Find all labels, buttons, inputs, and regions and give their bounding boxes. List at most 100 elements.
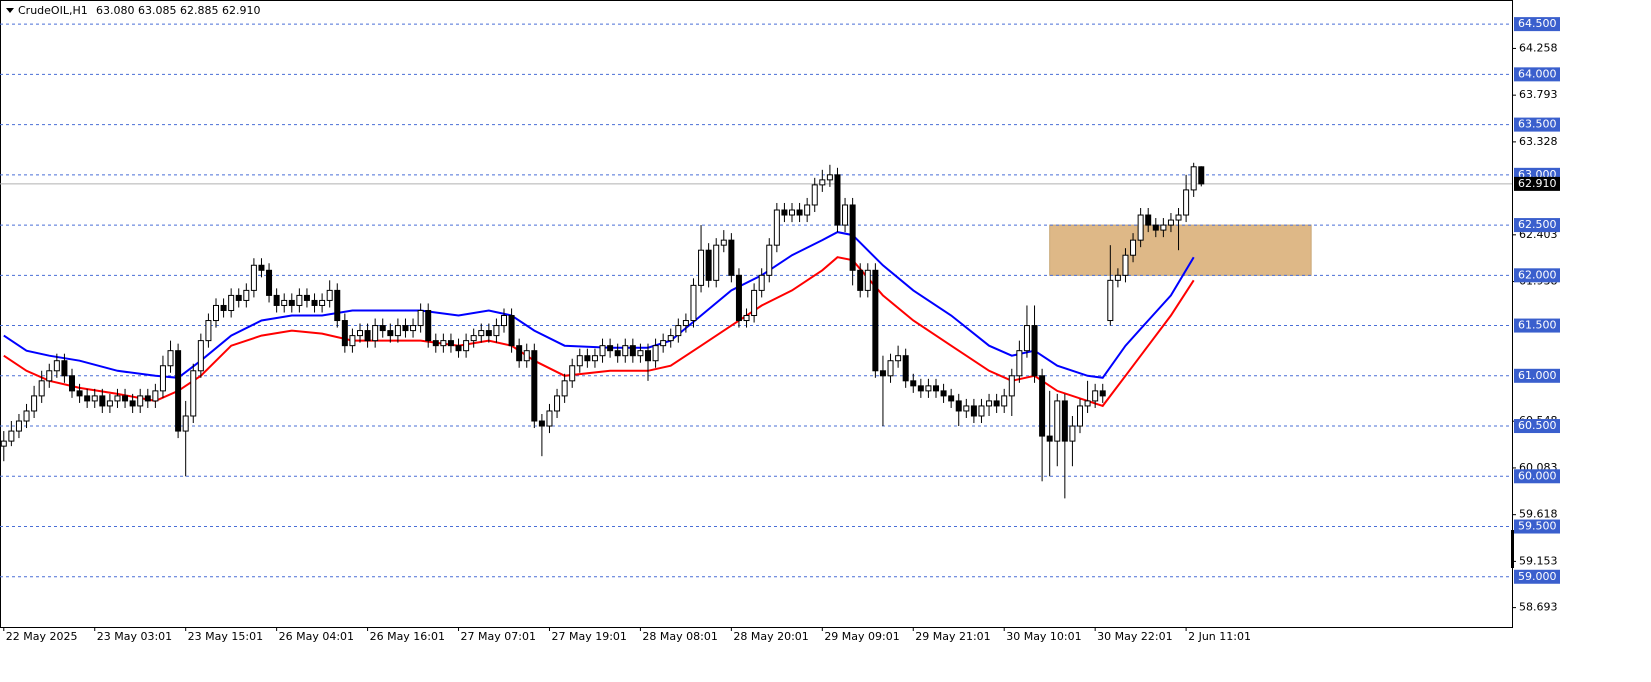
candle-body bbox=[61, 360, 68, 377]
candle-body bbox=[15, 420, 22, 432]
candle-body bbox=[334, 289, 341, 322]
candle-body bbox=[1031, 325, 1038, 377]
candle-body bbox=[8, 430, 15, 442]
candle-body bbox=[152, 390, 159, 402]
x-tick-label: 22 May 2025 bbox=[6, 630, 78, 643]
candle-body bbox=[258, 264, 265, 271]
candle-body bbox=[235, 294, 242, 301]
candle-body bbox=[273, 294, 280, 306]
candle-body bbox=[675, 325, 682, 337]
candle-body bbox=[781, 209, 788, 216]
candle-body bbox=[629, 345, 636, 357]
candle-body bbox=[46, 370, 53, 382]
candle-body bbox=[266, 269, 273, 296]
candle-body bbox=[1077, 405, 1083, 427]
candle-body bbox=[1183, 189, 1190, 216]
x-tick-label: 30 May 10:01 bbox=[1006, 630, 1081, 643]
candle-body bbox=[91, 395, 98, 402]
candle-body bbox=[197, 340, 204, 372]
candle-body bbox=[819, 179, 826, 186]
level-label: 59.500 bbox=[1518, 520, 1557, 533]
x-tick-label: 30 May 22:01 bbox=[1097, 630, 1172, 643]
x-tick-label: 23 May 15:01 bbox=[188, 630, 263, 643]
candle-body bbox=[978, 405, 985, 417]
quote: 63.080 63.085 62.885 62.910 bbox=[96, 4, 260, 17]
candle-body bbox=[357, 330, 363, 337]
y-tick-label: 59.618 bbox=[1519, 508, 1558, 521]
level-label: 64.500 bbox=[1518, 17, 1557, 30]
candle-body bbox=[849, 204, 856, 271]
candle-body bbox=[720, 239, 727, 246]
candle-body bbox=[379, 325, 386, 332]
candle-body bbox=[281, 299, 288, 306]
candle-body bbox=[531, 350, 538, 422]
candle-body bbox=[417, 309, 424, 327]
y-tick-label: 64.258 bbox=[1519, 41, 1558, 54]
candle-body bbox=[902, 355, 909, 382]
candle-body bbox=[1107, 279, 1114, 322]
candle-body bbox=[993, 400, 1000, 407]
candle-body bbox=[826, 174, 833, 181]
x-tick-label: 26 May 04:01 bbox=[279, 630, 354, 643]
candle-body bbox=[311, 299, 318, 306]
level-label-box bbox=[1514, 218, 1560, 233]
candle-body bbox=[1046, 435, 1053, 442]
candle-body bbox=[933, 385, 939, 392]
candle-body bbox=[857, 269, 864, 291]
level-label: 61.500 bbox=[1518, 319, 1557, 332]
candle-body bbox=[394, 325, 401, 337]
candle-body bbox=[1114, 274, 1121, 281]
candle-body bbox=[645, 350, 651, 362]
level-label: 62.000 bbox=[1518, 268, 1557, 281]
candle-body bbox=[447, 340, 454, 347]
level-label-box bbox=[1514, 17, 1560, 32]
candle-body bbox=[106, 400, 113, 407]
candle-body bbox=[887, 360, 894, 377]
candle-body bbox=[326, 289, 333, 301]
candle-body bbox=[811, 184, 818, 206]
candle-body bbox=[1198, 166, 1205, 185]
level-label-box bbox=[1514, 519, 1560, 534]
candle-body bbox=[137, 395, 144, 407]
candle-body bbox=[432, 340, 439, 347]
candle-body bbox=[614, 350, 621, 357]
candle-body bbox=[546, 410, 553, 427]
candle-body bbox=[175, 350, 182, 432]
candle-body bbox=[773, 209, 780, 246]
candle-body bbox=[122, 395, 129, 402]
zone bbox=[1049, 224, 1312, 276]
y-tick-label: 63.793 bbox=[1519, 88, 1558, 101]
candle-body bbox=[402, 325, 409, 332]
candle-body bbox=[607, 345, 614, 352]
candle-body bbox=[735, 274, 742, 322]
x-tick-label: 29 May 09:01 bbox=[824, 630, 899, 643]
level-label: 59.000 bbox=[1518, 570, 1557, 583]
candle-body bbox=[220, 304, 227, 311]
current-price-box bbox=[1514, 176, 1560, 191]
candle-body bbox=[948, 395, 955, 402]
candle-body bbox=[970, 405, 977, 417]
y-tick-label: 59.153 bbox=[1519, 554, 1558, 567]
candle-body bbox=[963, 405, 970, 412]
candle-body bbox=[864, 269, 871, 291]
candle-body bbox=[410, 325, 417, 332]
level-label-box bbox=[1514, 268, 1560, 283]
x-tick-label: 2 Jun 11:01 bbox=[1188, 630, 1251, 643]
candle-body bbox=[1039, 375, 1046, 437]
candle-body bbox=[69, 375, 75, 392]
candle-body bbox=[341, 320, 348, 347]
menu-triangle[interactable] bbox=[6, 8, 14, 13]
candle-body bbox=[478, 330, 485, 337]
candle-body bbox=[159, 365, 166, 392]
candle-body bbox=[76, 390, 83, 397]
candle-body bbox=[523, 350, 530, 362]
candle-body bbox=[690, 284, 697, 322]
level-label: 63.500 bbox=[1518, 118, 1557, 131]
candle-body bbox=[0, 440, 7, 447]
candle-body bbox=[213, 304, 219, 322]
candle-body bbox=[713, 244, 720, 281]
candle-body bbox=[1099, 390, 1106, 397]
level-label-box bbox=[1514, 569, 1560, 584]
candle-body bbox=[440, 340, 447, 347]
y-tick-label: 58.693 bbox=[1519, 601, 1558, 614]
